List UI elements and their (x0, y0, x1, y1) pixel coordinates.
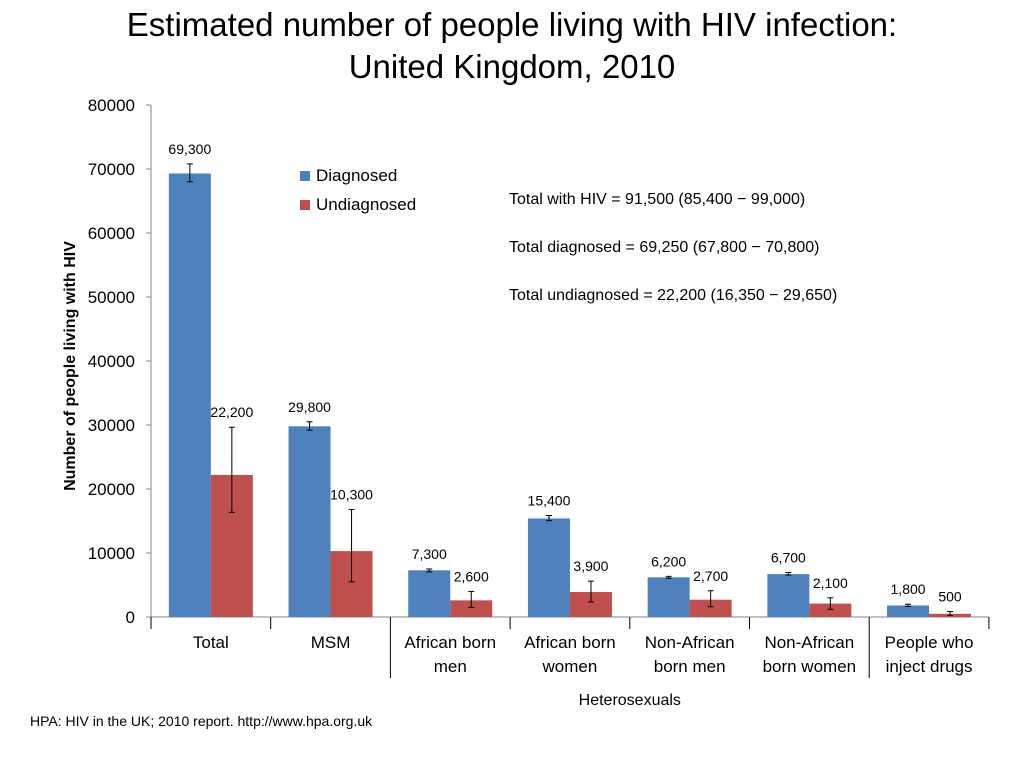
y-tick-label: 50000 (88, 288, 135, 307)
note-total-hiv: Total with HIV = 91,500 (85,400 − 99,000… (509, 191, 806, 208)
data-label: 7,300 (412, 546, 447, 562)
bar-undiagnosed (450, 600, 493, 617)
group-label: Heterosexuals (579, 692, 681, 709)
legend-label-diagnosed: Diagnosed (316, 166, 398, 185)
bar-diagnosed (527, 518, 570, 617)
y-axis-title: Number of people living with HIV (62, 241, 79, 491)
data-label: 10,300 (330, 486, 373, 502)
chart-title-line2: United Kingdom, 2010 (348, 48, 676, 85)
data-label: 2,600 (454, 568, 489, 584)
legend-label-undiagnosed: Undiagnosed (316, 195, 417, 214)
data-label: 500 (938, 589, 962, 605)
x-category-label: born men (654, 657, 726, 676)
legend-swatch-diagnosed (300, 171, 310, 181)
bar-diagnosed (647, 577, 690, 617)
x-category-label: Non-African (764, 633, 854, 652)
data-label: 1,800 (891, 581, 926, 597)
data-label: 2,700 (693, 568, 728, 584)
x-category-label: Non-African (645, 633, 735, 652)
x-category-label: men (434, 657, 467, 676)
x-category-label: MSM (311, 633, 351, 652)
y-tick-label: 0 (126, 608, 135, 627)
data-label: 6,700 (771, 550, 806, 566)
summary-notes: Total with HIV = 91,500 (85,400 − 99,000… (509, 188, 837, 332)
bar-diagnosed (168, 173, 211, 618)
bar-diagnosed (767, 574, 810, 617)
x-category-label: African born (524, 633, 616, 652)
x-category-label: Total (193, 633, 229, 652)
bar-undiagnosed (689, 599, 732, 617)
data-label: 29,800 (288, 399, 331, 415)
legend-item-diagnosed: Diagnosed (300, 166, 397, 186)
y-tick-label: 60000 (88, 224, 135, 243)
chart-title-line1: Estimated number of people living with H… (126, 6, 898, 43)
y-tick-label: 80000 (88, 96, 135, 115)
data-label: 6,200 (651, 553, 686, 569)
source-footnote: HPA: HIV in the UK; 2010 report. http://… (30, 713, 373, 729)
y-tick-label: 40000 (88, 352, 135, 371)
data-label: 69,300 (168, 141, 211, 157)
y-tick-label: 30000 (88, 416, 135, 435)
legend-swatch-undiagnosed (300, 200, 310, 210)
data-label: 3,900 (573, 558, 608, 574)
data-label: 15,400 (528, 493, 571, 509)
x-category-label: women (542, 657, 598, 676)
y-tick-label: 70000 (88, 160, 135, 179)
data-label: 2,100 (813, 575, 848, 591)
bar-diagnosed (288, 426, 331, 617)
bar-diagnosed (887, 605, 930, 617)
y-tick-label: 20000 (88, 480, 135, 499)
legend-item-undiagnosed: Undiagnosed (300, 195, 416, 215)
x-category-label: inject drugs (886, 657, 973, 676)
y-tick-label: 10000 (88, 544, 135, 563)
bar-diagnosed (408, 570, 451, 617)
x-category-label: People who (885, 633, 974, 652)
data-label: 22,200 (210, 404, 253, 420)
x-category-label: born women (763, 657, 857, 676)
chart-title: Estimated number of people living with H… (0, 4, 1024, 88)
note-total-undiagnosed: Total undiagnosed = 22,200 (16,350 − 29,… (509, 287, 838, 304)
note-total-diagnosed: Total diagnosed = 69,250 (67,800 − 70,80… (509, 239, 820, 256)
bar-undiagnosed (809, 603, 852, 617)
x-category-label: African born (404, 633, 496, 652)
